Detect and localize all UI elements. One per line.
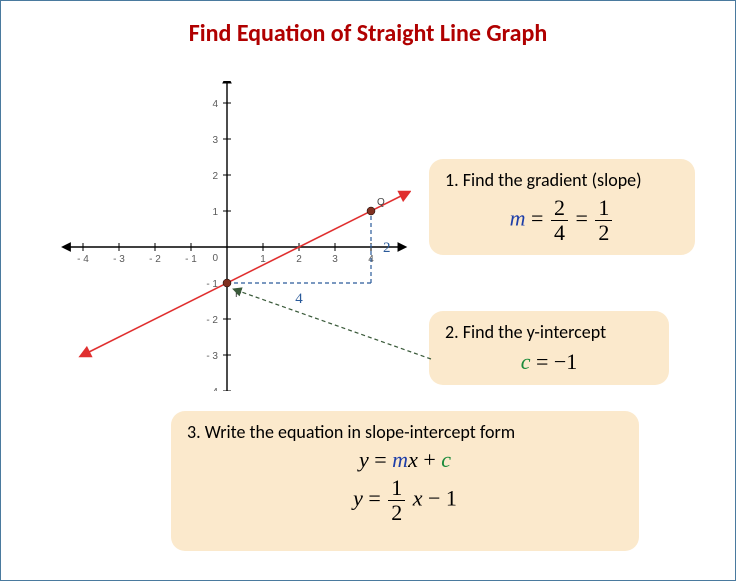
figure-container: Find Equation of Straight Line Graph - 4… xyxy=(0,0,736,581)
svg-text:- 2: - 2 xyxy=(149,254,161,265)
svg-text:- 4: - 4 xyxy=(206,387,218,391)
step2-math: c = −1 xyxy=(445,349,653,375)
m-variable-inline: m xyxy=(392,447,408,472)
step1-text: 1. Find the gradient (slope) xyxy=(445,169,679,191)
callout-equation: 3. Write the equation in slope-intercept… xyxy=(171,411,639,551)
graph-svg: - 4- 3- 2- 11234- 4- 3- 2- 11234042PQ xyxy=(41,81,411,391)
page-title: Find Equation of Straight Line Graph xyxy=(1,1,735,48)
step1-math: m = 24 = 12 xyxy=(445,197,679,244)
step3-math-line2: y = 12 x − 1 xyxy=(187,477,623,524)
callout-gradient: 1. Find the gradient (slope) m = 24 = 12 xyxy=(429,159,695,255)
c-variable-inline: c xyxy=(441,447,451,472)
svg-text:2: 2 xyxy=(212,171,218,182)
step3-text: 3. Write the equation in slope-intercept… xyxy=(187,421,623,443)
callout-intercept: 2. Find the y-intercept c = −1 xyxy=(429,311,669,385)
step3-math-line1: y = mx + c xyxy=(187,447,623,473)
svg-text:- 3: - 3 xyxy=(206,351,218,362)
svg-text:Q: Q xyxy=(377,197,385,208)
svg-text:4: 4 xyxy=(212,99,218,110)
svg-text:2: 2 xyxy=(383,240,391,256)
svg-text:- 1: - 1 xyxy=(185,254,197,265)
svg-text:0: 0 xyxy=(212,253,218,264)
c-variable: c xyxy=(521,349,531,374)
svg-text:3: 3 xyxy=(332,254,338,265)
m-variable: m xyxy=(510,206,526,231)
svg-text:4: 4 xyxy=(295,291,303,307)
graph-area: - 4- 3- 2- 11234- 4- 3- 2- 11234042PQ xyxy=(41,81,411,391)
svg-text:2: 2 xyxy=(296,254,302,265)
svg-text:1: 1 xyxy=(212,207,218,218)
step2-text: 2. Find the y-intercept xyxy=(445,321,653,343)
svg-text:- 3: - 3 xyxy=(113,254,125,265)
svg-text:P: P xyxy=(235,289,242,300)
svg-text:3: 3 xyxy=(212,135,218,146)
svg-text:- 4: - 4 xyxy=(77,254,89,265)
svg-text:- 2: - 2 xyxy=(206,315,218,326)
